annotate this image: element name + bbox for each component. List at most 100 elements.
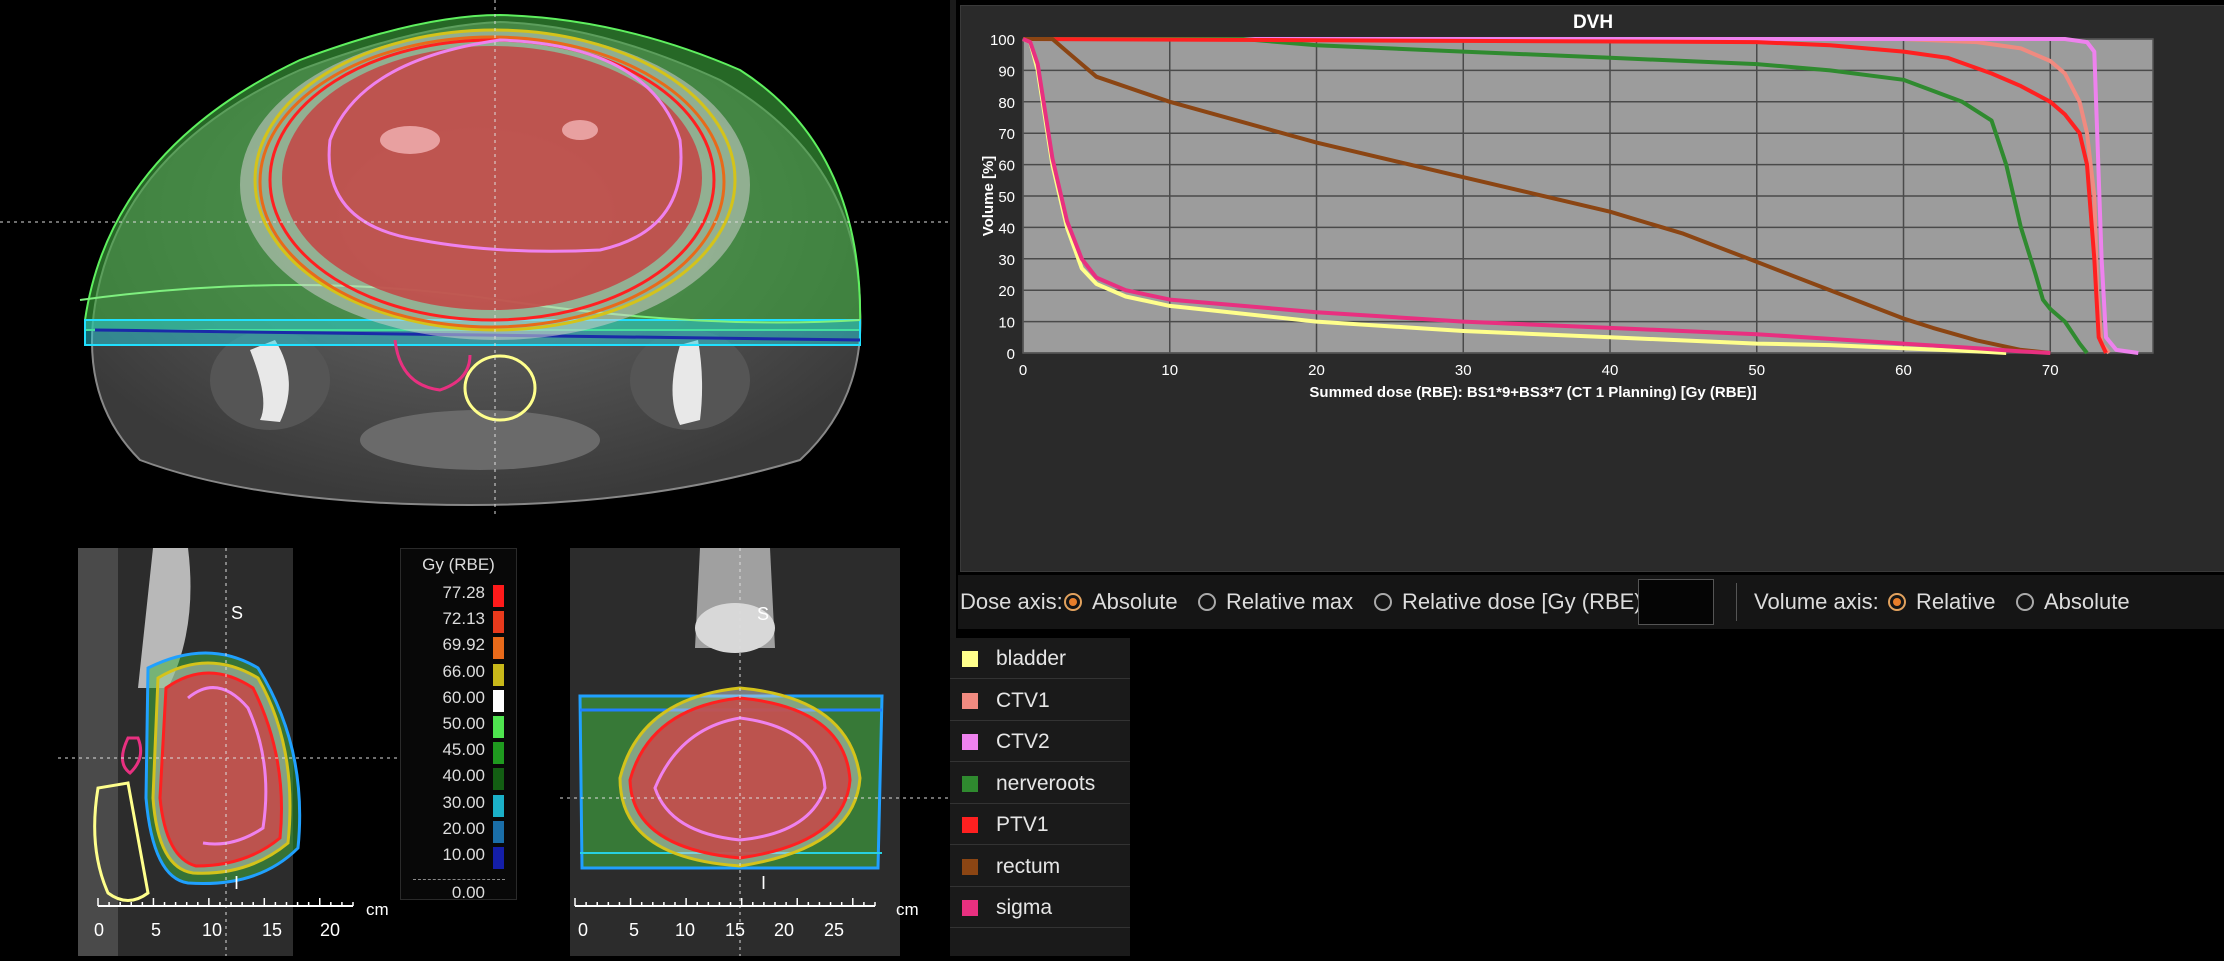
colorbar-swatch [493, 742, 504, 765]
y-tick-label: 40 [998, 220, 1015, 237]
dose-axis-label: Dose axis: [960, 589, 1063, 614]
x-tick-label: 0 [1019, 362, 1027, 379]
y-tick-label: 10 [998, 315, 1015, 332]
legend-item-ptv1[interactable]: PTV1 [950, 804, 1130, 845]
radio-icon[interactable] [2016, 593, 2034, 611]
sagittal-view[interactable]: S I 0 5 10 15 20 cm [58, 548, 413, 956]
orientation-inferior: I [234, 873, 240, 893]
dvh-curve-nerveroots [1023, 37, 2089, 355]
scale-tick-label: 10 [202, 920, 223, 940]
dose-axis-absolute-radio[interactable]: Absolute [1064, 589, 1178, 615]
colorbar-swatch [493, 663, 504, 686]
scale-tick-label: 0 [94, 920, 105, 940]
radio-icon[interactable] [1374, 593, 1392, 611]
orientation-superior: S [757, 604, 770, 624]
legend-item-nerveroots[interactable]: nerveroots [950, 763, 1130, 804]
colorbar-swatch [493, 820, 504, 843]
colorbar-level: 20.00 [409, 819, 509, 845]
colorbar-value: 77.28 [442, 583, 485, 602]
legend-item-sigma[interactable]: sigma [950, 887, 1130, 928]
axial-ct-image[interactable] [0, 0, 950, 515]
sagittal-ct-image[interactable] [58, 548, 413, 956]
x-tick-label: 50 [1748, 362, 1765, 379]
legend-item-ctv1[interactable]: CTV1 [950, 680, 1130, 721]
dvh-axis-controls: Dose axis: Absolute Relative max Relativ… [958, 575, 2224, 629]
legend-swatch [962, 734, 978, 750]
colorbar-value: 10.00 [442, 845, 485, 864]
relative-dose-input[interactable] [1638, 579, 1714, 625]
colorbar-swatch [493, 847, 504, 869]
y-tick-label: 20 [998, 283, 1015, 300]
legend-label: nerveroots [996, 771, 1096, 795]
volume-axis-relative-radio[interactable]: Relative [1888, 589, 1995, 615]
colorbar-level: 0.00 [409, 879, 509, 905]
colorbar-value: 45.00 [442, 740, 485, 760]
radio-label: Relative [1916, 589, 1996, 614]
coronal-ct-image[interactable] [560, 548, 950, 956]
y-tick-label: 100 [990, 32, 1015, 49]
dose-axis-relative-max-radio[interactable]: Relative max [1198, 589, 1353, 615]
structure-legend: bladder CTV1 CTV2 nerveroots PTV1 rectum sigma [950, 638, 1130, 956]
dose-color-bar: Gy (RBE) 77.28 72.13 69.92 66.00 60.00 50.00 4… [400, 548, 517, 902]
y-tick-label: 80 [998, 95, 1015, 112]
legend-swatch [962, 817, 978, 833]
legend-item-ctv2[interactable]: CTV2 [950, 721, 1130, 762]
colorbar-value: 40.00 [442, 766, 485, 786]
legend-label: bladder [996, 647, 1067, 670]
y-tick-label: 60 [998, 158, 1015, 175]
volume-axis-label: Volume axis: [1754, 589, 1879, 614]
colorbar-value: 30.00 [442, 792, 485, 812]
scale-unit: cm [366, 900, 389, 919]
legend-swatch [962, 692, 978, 709]
y-axis-label: Volume [%] [980, 156, 997, 237]
x-tick-label: 30 [1455, 362, 1472, 379]
dvh-curve-rectum [1023, 37, 2051, 355]
legend-swatch [962, 775, 978, 792]
colorbar-level: 66.00 [409, 662, 509, 688]
legend-item-bladder[interactable]: bladder [950, 638, 1130, 679]
colorbar-level: 72.13 [409, 609, 509, 635]
dvh-title: DVH [1572, 12, 1614, 33]
x-axis-label: Summed dose (RBE): BS1*9+BS3*7 (CT 1 Pla… [1309, 384, 1756, 401]
x-tick-label: 40 [1602, 362, 1619, 379]
colorbar-swatch [493, 716, 504, 738]
y-tick-label: 70 [998, 126, 1015, 143]
y-tick-label: 90 [998, 63, 1015, 80]
scale-tick-label: 0 [578, 920, 589, 940]
colorbar-level: 69.92 [409, 635, 509, 661]
colorbar-value: 50.00 [442, 714, 485, 733]
radio-icon[interactable] [1198, 593, 1216, 611]
colorbar-level: 40.00 [409, 766, 509, 792]
radio-selected-icon[interactable] [1888, 593, 1906, 611]
colorbar-value: 60.00 [442, 687, 485, 707]
dose-axis-relative-dose-radio[interactable]: Relative dose [Gy (RBE)]: [1374, 589, 1654, 615]
scale-tick-label: 5 [151, 920, 162, 940]
colorbar-title: Gy (RBE) [422, 555, 495, 574]
legend-swatch [962, 900, 978, 916]
legend-label: CTV1 [996, 688, 1050, 712]
x-tick-label: 20 [1308, 362, 1325, 379]
legend-swatch [962, 651, 978, 667]
colorbar-divider [413, 879, 505, 881]
radio-selected-icon[interactable] [1064, 593, 1082, 611]
colorbar-level: 50.00 [409, 714, 509, 740]
colorbar-level: 45.00 [409, 740, 509, 766]
colorbar-level: 30.00 [409, 793, 509, 819]
controls-separator [1736, 583, 1737, 621]
colorbar-swatch [493, 637, 504, 660]
x-tick-label: 70 [2042, 362, 2059, 379]
coronal-view[interactable]: S I 0 5 10 15 20 25 cm [560, 548, 950, 956]
dvh-curve-ptv1 [1022, 37, 2108, 354]
scale-tick-label: 25 [824, 920, 845, 940]
colorbar-level: 77.28 [409, 583, 509, 609]
legend-item-rectum[interactable]: rectum [950, 846, 1130, 887]
axial-view[interactable] [0, 0, 950, 515]
legend-swatch [962, 858, 978, 875]
colorbar-value: 72.13 [442, 609, 485, 629]
scale-unit: cm [896, 900, 919, 919]
colorbar-swatch [493, 689, 504, 712]
volume-axis-absolute-radio[interactable]: Absolute [2016, 589, 2130, 615]
scale-tick-label: 15 [262, 920, 283, 940]
colorbar-value: 69.92 [442, 635, 485, 655]
